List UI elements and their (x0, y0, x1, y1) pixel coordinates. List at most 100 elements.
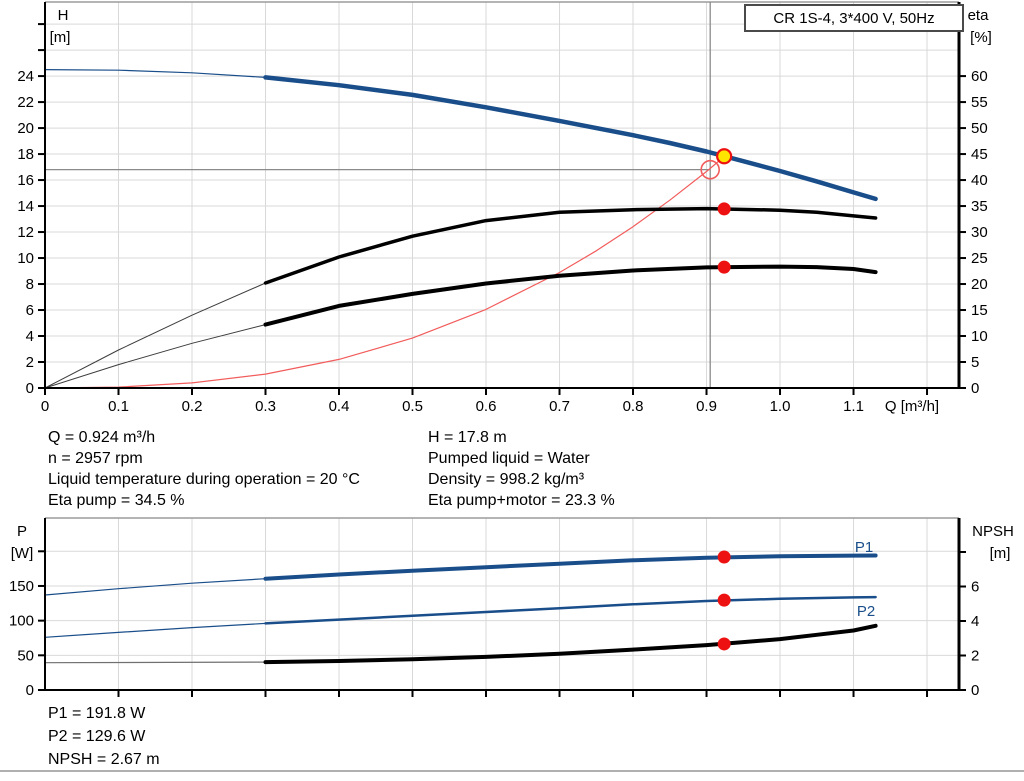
info-eta-pump: Eta pump = 34.5 % (48, 492, 185, 509)
eta-pump-point-marker (717, 202, 731, 216)
label-24: 24 (17, 68, 34, 85)
label-4: 4 (26, 328, 34, 345)
p1-curve (263, 553, 878, 581)
qh-eta-chart-gridlines (45, 2, 959, 388)
label-1-1: 1.1 (843, 398, 864, 415)
label-22: 22 (17, 94, 34, 111)
label-p: P (17, 523, 27, 540)
label-6: 6 (26, 302, 34, 319)
info-eta-pump-motor: Eta pump+motor = 23.3 % (428, 492, 615, 509)
p1-curve-thin (44, 578, 267, 596)
info-p2: P2 = 129.6 W (48, 728, 146, 745)
label-eta: eta (968, 7, 990, 24)
label-40: 40 (971, 172, 988, 189)
info-p1: P1 = 191.8 W (48, 705, 146, 722)
qh-eta-chart: 0 0.1 0.2 0.3 0.4 0.5 0.6 0.7 0.8 0.9 1.0 1.1024681… (17, 1, 992, 415)
eta-pump-curve (263, 206, 878, 285)
info-liquid-temperature: Liquid temperature during operation = 20… (48, 471, 360, 488)
npsh-curve-thin (44, 661, 267, 664)
label-6: 6 (971, 578, 979, 595)
pump-title-box: CR 1S-4, 3*400 V, 50Hz (744, 4, 964, 32)
label-45: 45 (971, 146, 988, 163)
label-20: 20 (971, 276, 988, 293)
label-50: 50 (971, 120, 988, 137)
label-2: 2 (26, 354, 34, 371)
label-10: 10 (971, 328, 988, 345)
qh-curve-thin (44, 68, 267, 79)
npsh-point-marker (717, 637, 731, 651)
label-0: 0 (971, 380, 979, 397)
label-55: 55 (971, 94, 988, 111)
label-16: 16 (17, 172, 34, 189)
label-25: 25 (971, 250, 988, 267)
label-1-0: 1.0 (770, 398, 791, 415)
p2-curve-thin (44, 622, 267, 638)
label-50: 50 (17, 647, 34, 664)
label-0-9: 0.9 (696, 398, 717, 415)
duty-point-crosshair (45, 2, 711, 388)
info-speed: n = 2957 rpm (48, 450, 143, 467)
label-p2: P2 (857, 603, 875, 620)
operating-point-marker[interactable] (716, 148, 733, 165)
system-curve (44, 154, 727, 389)
label-0: 0 (971, 682, 979, 699)
label--m-: [m] (990, 545, 1011, 562)
p1-point-marker (717, 550, 731, 564)
p-npsh-chart-axes (38, 518, 966, 697)
duty-point-open-circle[interactable] (700, 159, 720, 180)
label-20: 20 (17, 120, 34, 137)
qh-curve (263, 75, 878, 202)
npsh-curve (263, 623, 878, 665)
label-0-7: 0.7 (549, 398, 570, 415)
label-0-8: 0.8 (623, 398, 644, 415)
label-5: 5 (971, 354, 979, 371)
label--w-: [W] (11, 545, 34, 562)
label-12: 12 (17, 224, 34, 241)
info-pumped-liquid: Pumped liquid = Water (428, 450, 590, 467)
bottom-separator (0, 770, 1024, 772)
eta-pump-curve-thin (44, 282, 266, 389)
label-0-1: 0.1 (108, 398, 129, 415)
p2-point-marker (717, 593, 731, 607)
p2-curve (264, 595, 877, 625)
label-h: H (58, 7, 69, 24)
label-60: 60 (971, 68, 988, 85)
label-0-5: 0.5 (402, 398, 423, 415)
eta-pump-motor-curve (263, 264, 878, 327)
p-npsh-chart: 0 50 100 150 0 2 4 6 P [W] NPSH [m] P1 P2 (9, 517, 1014, 699)
info-flow: Q = 0.924 m³/h (48, 429, 156, 446)
label-2: 2 (971, 647, 979, 664)
label-0: 0 (26, 380, 34, 397)
label-npsh: NPSH (972, 523, 1014, 540)
label-30: 30 (971, 224, 988, 241)
label-150: 150 (9, 578, 34, 595)
label-8: 8 (26, 276, 34, 293)
qh-eta-chart-axes (38, 2, 966, 395)
info-head: H = 17.8 m (428, 429, 507, 446)
info-density: Density = 998.2 kg/m³ (428, 471, 585, 488)
label-14: 14 (17, 198, 34, 215)
label-0-4: 0.4 (329, 398, 350, 415)
label-0-6: 0.6 (476, 398, 497, 415)
label-0: 0 (41, 398, 49, 415)
label-18: 18 (17, 146, 34, 163)
label-4: 4 (971, 613, 979, 630)
label-100: 100 (9, 613, 34, 630)
label-15: 15 (971, 302, 988, 319)
label-0-2: 0.2 (182, 398, 203, 415)
p-npsh-chart-gridlines (45, 518, 959, 690)
label-p1: P1 (855, 539, 873, 556)
label--: [%] (970, 29, 992, 46)
pump-title: CR 1S-4, 3*400 V, 50Hz (773, 9, 935, 27)
label-35: 35 (971, 198, 988, 215)
label--m-: [m] (50, 29, 71, 46)
label-10: 10 (17, 250, 34, 267)
operating-point-info-left: Q = 0.924 m³/h n = 2957 rpm Liquid tempe… (48, 427, 360, 511)
eta-pump-motor-point-marker (717, 260, 731, 274)
eta-pump-motor-curve-thin (44, 324, 266, 389)
power-npsh-info: P1 = 191.8 W P2 = 129.6 W NPSH = 2.67 m (48, 702, 160, 771)
label-0: 0 (26, 682, 34, 699)
info-npsh: NPSH = 2.67 m (48, 751, 160, 768)
